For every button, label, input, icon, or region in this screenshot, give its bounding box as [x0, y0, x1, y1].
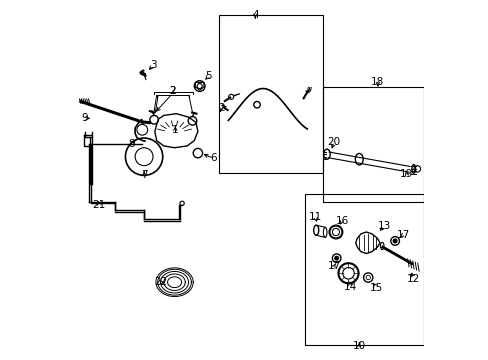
- Circle shape: [392, 239, 396, 243]
- Bar: [323, 87, 423, 202]
- Text: 2: 2: [169, 86, 176, 96]
- Text: 3: 3: [149, 60, 156, 70]
- Text: 17: 17: [396, 230, 409, 239]
- Text: 7: 7: [141, 170, 147, 180]
- Text: 16: 16: [335, 216, 348, 225]
- Text: 1: 1: [172, 125, 178, 135]
- Circle shape: [334, 256, 338, 260]
- Text: 4: 4: [251, 10, 258, 20]
- Text: 18: 18: [370, 77, 384, 87]
- Text: 12: 12: [407, 274, 420, 284]
- Bar: [305, 194, 423, 345]
- Text: 21: 21: [92, 200, 106, 210]
- Text: 10: 10: [352, 341, 365, 351]
- Text: 15: 15: [369, 283, 382, 293]
- Text: 8: 8: [128, 139, 135, 149]
- Text: 22: 22: [154, 277, 167, 287]
- Text: 13: 13: [377, 221, 390, 231]
- Text: 17: 17: [327, 261, 340, 271]
- Text: 20: 20: [327, 138, 340, 147]
- Text: 11: 11: [308, 212, 322, 222]
- Text: 9: 9: [81, 113, 88, 123]
- Text: 2: 2: [218, 103, 224, 113]
- Text: 5: 5: [205, 71, 211, 81]
- Text: 14: 14: [343, 282, 356, 292]
- Text: 6: 6: [210, 153, 217, 163]
- Text: 2: 2: [169, 86, 176, 96]
- Text: 19: 19: [399, 169, 412, 179]
- Bar: [219, 15, 323, 173]
